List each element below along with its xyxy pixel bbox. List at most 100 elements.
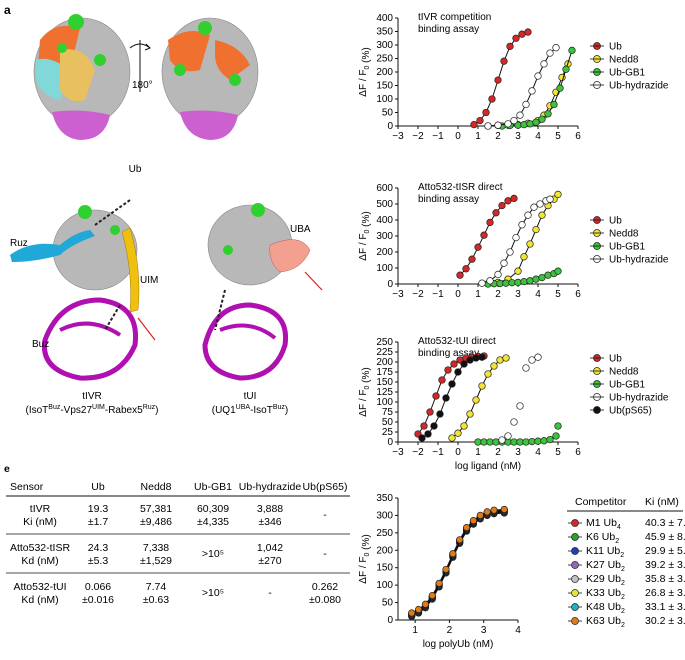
x-tick-label: −3 <box>392 131 404 142</box>
tui-construct: (UQ1UBA-IsoTBuz) <box>212 404 289 416</box>
x-tick-label: 5 <box>555 131 561 142</box>
data-point <box>483 508 491 516</box>
panel-e-table: e Sensor Ub Nedd8 Ub-GB1 Ub-hydrazide Ub(pS65… <box>4 463 350 606</box>
data-point <box>520 120 528 129</box>
tivr-construct: (IsoTBuz-Vps27UIM-Rabex5Ruz) <box>26 404 159 416</box>
data-point <box>472 354 480 362</box>
data-point <box>490 362 498 370</box>
data-point <box>460 422 468 430</box>
data-point <box>430 422 438 430</box>
x-tick-label: 6 <box>575 289 581 300</box>
fit-line <box>411 509 505 614</box>
rotation-label: 180° <box>132 80 153 91</box>
x-tick-label: −2 <box>412 289 424 300</box>
data-point <box>474 243 482 251</box>
charts: −3 −2 −1 0 1 2 3 4 5 6050100150200250300350400ΔF … <box>358 12 669 650</box>
x-tick-label: 4 <box>535 289 541 300</box>
x-tick-label: 0 <box>455 289 461 300</box>
data-point <box>456 271 464 279</box>
table-e-header: Ub-hydrazide <box>239 481 302 493</box>
table-f-name: K33 Ub2 <box>586 587 625 601</box>
data-point <box>514 267 522 275</box>
y-tick-label: 200 <box>376 545 393 556</box>
data-point <box>518 221 526 229</box>
data-point <box>476 511 484 519</box>
table-e-cell: 1,042 <box>257 542 283 554</box>
data-point <box>526 240 534 248</box>
data-point <box>478 279 486 287</box>
y-tick-label: 500 <box>376 199 393 210</box>
table-e-cell: - <box>323 548 327 560</box>
data-point <box>554 190 562 199</box>
fit-line <box>411 510 505 615</box>
y-tick-label: 175 <box>376 367 393 378</box>
table-f-marker <box>571 533 579 541</box>
table-e-cell: 7,338 <box>143 542 169 554</box>
data-point <box>514 278 522 287</box>
x-tick-label: 1 <box>475 447 481 458</box>
legend-label: Ub <box>609 216 622 227</box>
data-point <box>538 115 546 123</box>
chart-title: Atto532-tUI direct binding assay <box>418 336 496 359</box>
data-point <box>480 438 488 446</box>
data-point <box>528 356 536 364</box>
data-point <box>528 87 536 95</box>
x-axis-label: log polyUb (nM) <box>423 639 494 650</box>
data-point <box>538 211 546 219</box>
series-k63-ub2 <box>408 505 508 617</box>
data-point <box>534 437 542 445</box>
legend-label: Ub <box>609 354 622 365</box>
data-point <box>546 195 554 203</box>
legend-label: Ub-GB1 <box>609 68 646 79</box>
series-nedd8 <box>484 60 572 130</box>
data-point <box>450 360 458 368</box>
data-point <box>492 438 500 446</box>
table-e-cell: - <box>268 587 272 599</box>
data-point <box>554 267 562 275</box>
data-point <box>444 366 452 374</box>
data-point <box>472 396 480 404</box>
x-tick-label: 0 <box>455 131 461 142</box>
y-tick-label: 350 <box>376 493 393 504</box>
data-point <box>486 277 494 285</box>
tui-label: tUI <box>244 391 257 402</box>
series-ub-hydrazide <box>484 44 560 130</box>
table-e-cell: ±0.016 <box>82 594 114 606</box>
data-point <box>516 402 524 410</box>
table-f-marker <box>571 575 579 583</box>
data-point <box>432 392 440 400</box>
x-tick-label: 1 <box>412 625 418 636</box>
data-point <box>520 277 528 286</box>
data-point <box>494 121 502 129</box>
legend-label: Nedd8 <box>609 229 639 240</box>
y-tick-label: 50 <box>382 417 394 428</box>
data-point <box>424 430 432 438</box>
data-point <box>508 279 516 287</box>
legend-label: Ub-hydrazide <box>609 255 669 266</box>
data-point <box>546 435 554 444</box>
data-point <box>415 605 423 614</box>
y-tick-label: 200 <box>376 247 393 258</box>
fit-line <box>411 511 505 616</box>
data-point <box>550 100 558 109</box>
table-f-ki: 30.2 ± 3.8 <box>645 615 685 627</box>
table-e-header: Ub(pS65) <box>303 481 348 493</box>
table-e-cell: 19.3 <box>88 503 109 515</box>
data-point <box>488 95 496 103</box>
y-tick-label: 400 <box>376 215 393 226</box>
table-e-cell: 60,309 <box>197 503 229 515</box>
data-point <box>506 248 514 256</box>
table-f-name: K11 Ub2 <box>586 545 624 559</box>
data-point <box>486 438 494 446</box>
legend-label: Ub-GB1 <box>609 380 646 391</box>
data-point <box>486 218 494 227</box>
data-point <box>442 394 450 402</box>
table-f-marker <box>571 547 579 555</box>
data-point <box>448 380 456 388</box>
table-e-sensor: Ki (nM) <box>23 516 57 528</box>
data-point <box>534 353 542 361</box>
x-tick-label: 5 <box>555 289 561 300</box>
data-point <box>496 279 504 288</box>
data-point <box>540 437 548 445</box>
table-f-ki: 26.8 ± 3.3 <box>645 587 685 599</box>
